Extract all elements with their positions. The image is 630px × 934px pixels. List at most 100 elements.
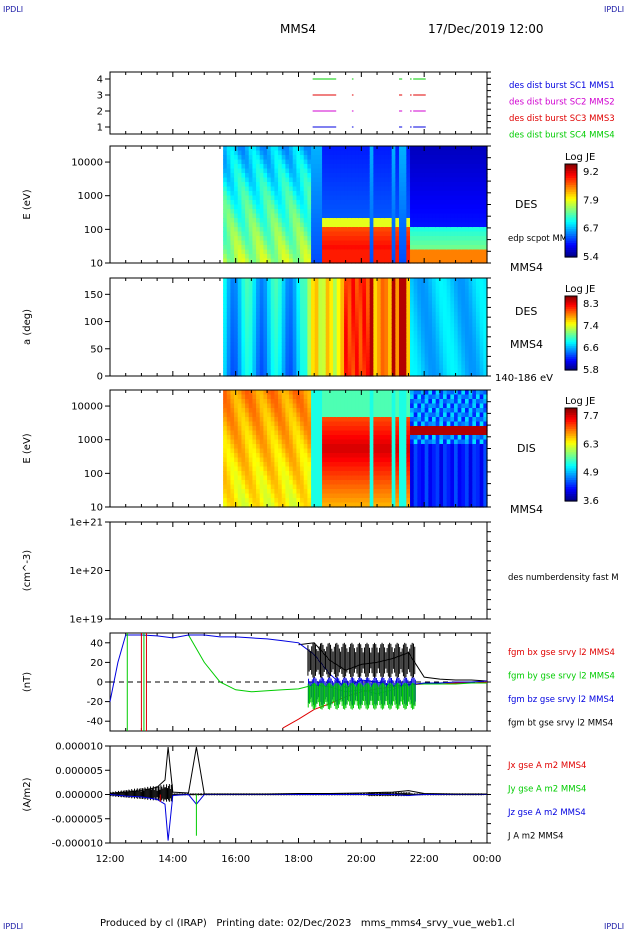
heatmap-cell [391, 218, 396, 224]
heatmap-cell [281, 489, 287, 495]
heatmap-cell [417, 222, 422, 228]
heatmap-cell [336, 453, 341, 459]
heatmap-cell [384, 390, 389, 396]
heatmap-cell [278, 311, 283, 317]
heatmap-cell [388, 390, 393, 396]
heatmap-cell [256, 258, 261, 264]
heatmap-cell [252, 159, 257, 165]
heatmap-cell [476, 360, 481, 366]
heatmap-cell [443, 164, 448, 170]
heatmap-cell [351, 457, 356, 463]
heatmap-cell [413, 319, 418, 324]
heatmap-cell [384, 408, 389, 414]
heatmap-cell [472, 330, 477, 336]
heatmap-cell [267, 319, 272, 324]
heatmap-cell [333, 457, 338, 463]
heatmap-cell [417, 296, 422, 302]
heatmap-cell [292, 319, 298, 324]
heatmap-cell [347, 408, 352, 414]
heatmap-cell [472, 327, 477, 332]
heatmap-cell [336, 357, 341, 362]
heatmap-cell [344, 195, 349, 201]
heatmap-cell [413, 368, 418, 373]
heatmap-cell [465, 236, 470, 242]
heatmap-cell [241, 448, 246, 454]
heatmap-cell [355, 304, 360, 309]
heatmap-cell [241, 281, 246, 287]
heatmap-cell [278, 399, 283, 405]
heatmap-cell [454, 285, 459, 290]
heatmap-cell [245, 293, 250, 298]
heatmap-cell [230, 426, 235, 432]
heatmap-cell [274, 200, 279, 206]
heatmap-cell [435, 285, 440, 290]
heatmap-cell [248, 338, 254, 343]
heatmap-cell [226, 435, 232, 441]
heatmap-cell [281, 399, 287, 405]
heatmap-cell [252, 364, 257, 370]
heatmap-cell [292, 191, 298, 197]
heatmap-cell [333, 311, 338, 317]
heatmap-cell [292, 353, 298, 358]
heatmap-cell [278, 155, 283, 161]
heatmap-cell [300, 191, 305, 197]
heatmap-cell [300, 311, 305, 317]
heatmap-cell [307, 345, 312, 351]
heatmap-cell [468, 315, 473, 321]
heatmap-cell [410, 323, 415, 328]
heatmap-cell [461, 200, 466, 206]
heatmap-cell [454, 159, 459, 165]
heatmap-cell [303, 319, 309, 324]
heatmap-cell [234, 408, 239, 414]
heatmap-cell [226, 191, 232, 197]
heatmap-cell [476, 195, 481, 201]
heatmap-cell [395, 254, 400, 260]
heatmap-cell [410, 227, 415, 233]
heatmap-cell [325, 444, 330, 450]
heatmap-cell [362, 493, 367, 499]
heatmap-cell [322, 462, 327, 468]
heatmap-cell [237, 240, 243, 246]
heatmap-cell [336, 308, 341, 313]
heatmap-cell [369, 448, 374, 454]
heatmap-cell [252, 304, 257, 309]
heatmap-cell [336, 150, 341, 156]
heatmap-cell [439, 308, 444, 313]
heatmap-cell [322, 353, 327, 358]
heatmap-cell [311, 236, 316, 242]
heatmap-cell [270, 240, 276, 246]
heatmap-cell [256, 498, 261, 504]
heatmap-cell [340, 293, 345, 298]
heatmap-cell [483, 334, 488, 339]
heatmap-cell [248, 457, 254, 463]
heatmap-cell [329, 254, 334, 260]
heatmap-cell [234, 278, 239, 283]
heatmap-cell [307, 204, 312, 210]
heatmap-cell [314, 403, 319, 409]
heatmap-cell [391, 245, 396, 251]
heatmap-cell [435, 278, 440, 283]
heatmap-cell [417, 186, 422, 192]
heatmap-cell [285, 227, 290, 233]
heatmap-cell [263, 254, 268, 260]
heatmap-cell [450, 296, 455, 302]
heatmap-cell [237, 360, 243, 366]
heatmap-cell [358, 308, 363, 313]
heatmap-cell [336, 327, 341, 332]
heatmap-cell [333, 345, 338, 351]
heatmap-cell [230, 480, 235, 486]
heatmap-cell [395, 209, 400, 215]
heatmap-cell [270, 421, 276, 427]
heatmap-cell [410, 177, 415, 183]
heatmap-cell [263, 209, 268, 215]
heatmap-cell [413, 254, 418, 260]
heatmap-cell [421, 315, 426, 321]
heatmap-cell [344, 293, 349, 298]
heatmap-cell [230, 300, 235, 305]
heatmap-cell [318, 480, 323, 486]
heatmap-cell [432, 245, 437, 251]
heatmap-cell [454, 186, 459, 192]
heatmap-cell [450, 150, 455, 156]
heatmap-cell [406, 360, 411, 366]
heatmap-cell [267, 164, 272, 170]
